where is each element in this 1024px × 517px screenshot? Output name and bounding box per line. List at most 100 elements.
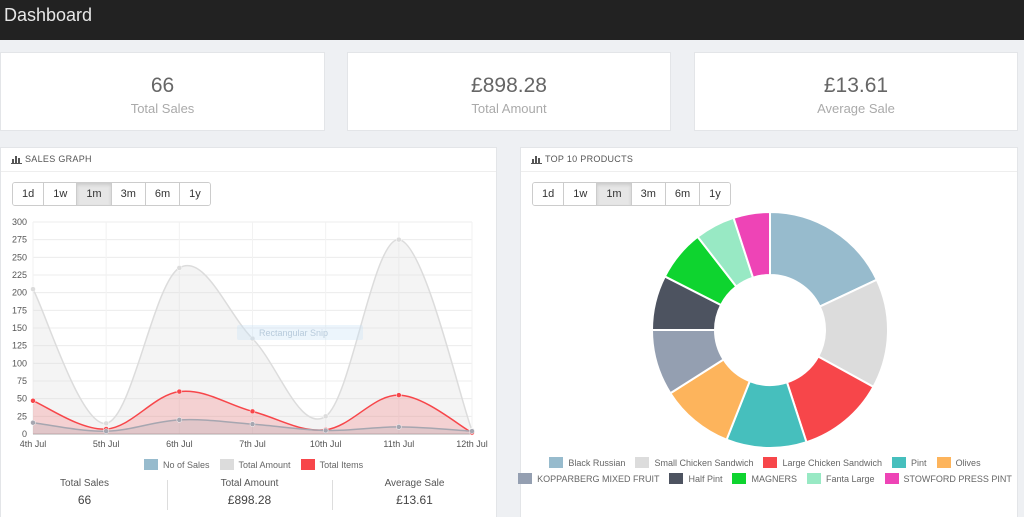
data-point[interactable] — [103, 428, 109, 434]
data-point[interactable] — [396, 236, 402, 243]
legend-label: Black Russian — [568, 457, 626, 468]
x-tick-label: 7th Jul — [239, 439, 266, 449]
data-point[interactable] — [396, 392, 402, 398]
legend-swatch — [635, 457, 650, 468]
legend-swatch — [300, 459, 315, 470]
bar-chart-icon — [531, 156, 542, 164]
range-button-1y[interactable]: 1y — [700, 183, 730, 205]
range-button-1m[interactable]: 1m — [597, 183, 632, 205]
sales-graph-panel: SALES GRAPH 1d 1w 1m 3m 6m 1y 0 25 50 75 100 125 15… — [0, 147, 497, 517]
range-button-1d[interactable]: 1d — [13, 183, 45, 205]
summary-total-amount: Total Amount £898.28 — [167, 478, 332, 507]
data-point[interactable] — [30, 419, 36, 426]
data-point[interactable] — [249, 421, 256, 427]
summary-total-sales: Total Sales 66 — [2, 478, 167, 507]
page-title: Dashboard — [4, 5, 93, 25]
range-button-1w[interactable]: 1w — [44, 183, 78, 205]
data-point[interactable] — [30, 286, 36, 292]
legend-item[interactable]: KOPPARBERG MIXED FRUIT — [518, 473, 659, 484]
legend-item[interactable]: Olives — [936, 457, 981, 468]
x-tick-label: 12th Jul — [456, 439, 488, 449]
data-point[interactable] — [322, 427, 329, 434]
legend-item[interactable]: MAGNERS — [732, 473, 797, 484]
snip-tooltip-text: Rectangular Snip — [259, 328, 328, 338]
legend-item[interactable]: STOWFORD PRESS PINT — [884, 473, 1012, 484]
range-button-3m[interactable]: 3m — [111, 183, 146, 205]
y-tick-label: 25 — [17, 411, 27, 421]
legend-item[interactable]: No of Sales — [144, 459, 210, 470]
legend-item[interactable]: Pint — [892, 457, 927, 468]
range-button-6m[interactable]: 6m — [665, 183, 701, 205]
legend-item[interactable]: Total Amount — [219, 459, 291, 470]
x-tick-label: 5th Jul — [93, 439, 120, 449]
divider — [167, 480, 168, 510]
legend-label: Large Chicken Sandwich — [782, 457, 883, 468]
legend-item[interactable]: Fanta Large — [807, 473, 875, 484]
legend-swatch — [518, 473, 533, 484]
summary-average-sale: Average Sale £13.61 — [332, 478, 497, 507]
panel-title: TOP 10 PRODUCTS — [545, 154, 634, 164]
range-button-1y[interactable]: 1y — [180, 183, 210, 205]
x-tick-label: 4th Jul — [20, 439, 47, 449]
legend-swatch — [732, 473, 747, 484]
stat-label: Total Amount — [471, 101, 547, 116]
chart-legend: Black Russian Small Chicken Sandwich Large… — [518, 457, 1019, 489]
data-point[interactable] — [396, 424, 402, 430]
x-tick-label: 11th Jul — [383, 439, 414, 449]
data-point[interactable] — [176, 417, 183, 423]
summary-label: Total Sales — [60, 478, 109, 489]
legend-label: Half Pint — [688, 473, 723, 484]
legend-label: KOPPARBERG MIXED FRUIT — [537, 473, 660, 484]
legend-swatch — [936, 457, 951, 468]
legend-label: Pint — [911, 457, 927, 468]
chart-legend: No of Sales Total Amount Total Items — [144, 459, 373, 470]
legend-label: No of Sales — [163, 459, 210, 470]
bar-chart-icon — [11, 156, 22, 164]
y-tick-label: 225 — [12, 270, 27, 280]
legend-label: Small Chicken Sandwich — [654, 457, 754, 468]
stat-value: 66 — [150, 74, 175, 97]
summary-label: Average Sale — [384, 478, 445, 489]
range-button-1w[interactable]: 1w — [564, 183, 598, 205]
y-tick-label: 0 — [22, 429, 27, 439]
top-products-panel: TOP 10 PRODUCTS 1d 1w 1m 3m 6m 1y Black Russi… — [518, 147, 1019, 517]
stat-average-sale: £13.61 Average Sale — [694, 52, 1018, 131]
data-point[interactable] — [249, 408, 256, 415]
legend-item[interactable]: Half Pint — [669, 473, 722, 484]
stat-total-amount: £898.28 Total Amount — [347, 52, 671, 131]
x-tick-label: 10th Jul — [310, 439, 342, 449]
top-bar: Dashboard — [0, 0, 1024, 40]
legend-label: Total Items — [319, 459, 364, 470]
sales-line-chart: 0 25 50 75 100 125 150 175 200 225 250 275 300 4th Ju… — [12, 218, 488, 449]
summary-value: 66 — [77, 493, 92, 507]
legend-label: Fanta Large — [826, 473, 875, 484]
stat-label: Average Sale — [817, 101, 895, 116]
data-point[interactable] — [176, 388, 183, 395]
stat-value: £13.61 — [823, 74, 889, 97]
range-button-group: 1d 1w 1m 3m 6m 1y — [12, 182, 211, 206]
legend-item[interactable]: Small Chicken Sandwich — [635, 457, 753, 468]
range-button-1d[interactable]: 1d — [533, 183, 565, 205]
range-button-1m[interactable]: 1m — [77, 183, 112, 205]
range-button-6m[interactable]: 6m — [145, 183, 181, 205]
x-tick-label: 6th Jul — [166, 439, 193, 449]
data-point[interactable] — [176, 265, 183, 271]
legend-item[interactable]: Black Russian — [549, 457, 625, 468]
pie-slice[interactable] — [732, 210, 771, 279]
legend-swatch — [549, 457, 564, 468]
data-point[interactable] — [103, 420, 109, 427]
data-point[interactable] — [249, 335, 256, 342]
legend-label: Olives — [955, 457, 981, 468]
legend-label: MAGNERS — [751, 473, 797, 484]
data-point[interactable] — [30, 398, 36, 404]
range-button-3m[interactable]: 3m — [631, 183, 666, 205]
legend-swatch — [219, 459, 234, 470]
data-point[interactable] — [469, 428, 475, 434]
legend-item[interactable]: Total Items — [300, 459, 364, 470]
legend-item[interactable]: Large Chicken Sandwich — [763, 457, 882, 468]
range-button-group: 1d 1w 1m 3m 6m 1y — [532, 182, 731, 206]
legend-swatch — [892, 457, 907, 468]
legend-label: Total Amount — [238, 459, 291, 470]
data-point[interactable] — [322, 413, 329, 420]
legend-row: Black Russian Small Chicken Sandwich Large… — [521, 457, 1019, 468]
